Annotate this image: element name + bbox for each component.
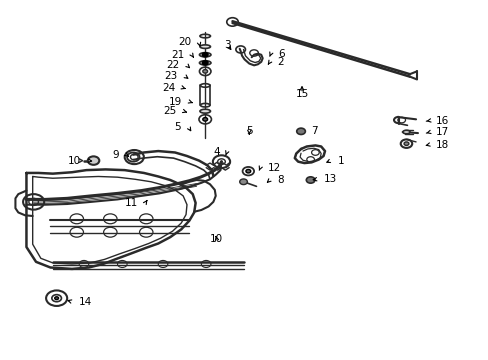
Circle shape <box>203 69 207 73</box>
Circle shape <box>305 177 314 183</box>
Text: 20: 20 <box>178 37 191 48</box>
Circle shape <box>239 179 247 185</box>
Text: 19: 19 <box>169 97 182 107</box>
Text: 3: 3 <box>224 40 230 50</box>
Text: 25: 25 <box>163 106 176 116</box>
Ellipse shape <box>199 53 210 57</box>
Text: 6: 6 <box>278 49 284 59</box>
Text: 10: 10 <box>210 234 223 244</box>
Circle shape <box>296 128 305 135</box>
Text: 12: 12 <box>267 163 280 173</box>
Text: 5: 5 <box>245 126 252 136</box>
Text: 4: 4 <box>212 148 219 157</box>
Circle shape <box>88 156 99 165</box>
Text: 23: 23 <box>164 71 177 81</box>
Circle shape <box>202 61 208 65</box>
Ellipse shape <box>200 45 210 48</box>
Ellipse shape <box>199 61 210 65</box>
Text: 10: 10 <box>67 156 81 166</box>
Text: 1: 1 <box>337 156 344 166</box>
Text: 7: 7 <box>311 126 318 136</box>
Circle shape <box>203 118 207 121</box>
Text: 15: 15 <box>295 89 308 99</box>
Text: 8: 8 <box>277 175 283 185</box>
Text: 21: 21 <box>171 50 184 60</box>
Text: 14: 14 <box>79 297 92 307</box>
Circle shape <box>55 297 59 300</box>
Text: 17: 17 <box>435 127 448 138</box>
Text: 22: 22 <box>166 60 180 70</box>
Circle shape <box>202 53 208 57</box>
Circle shape <box>245 170 250 173</box>
Text: 2: 2 <box>277 57 283 67</box>
Text: 24: 24 <box>162 82 175 93</box>
Text: 9: 9 <box>112 150 119 159</box>
Text: 13: 13 <box>323 174 336 184</box>
Text: 16: 16 <box>435 116 448 126</box>
Ellipse shape <box>200 109 210 113</box>
Text: 18: 18 <box>435 140 448 150</box>
Ellipse shape <box>402 130 409 134</box>
Circle shape <box>403 142 408 145</box>
Text: 5: 5 <box>174 122 181 132</box>
Text: 11: 11 <box>124 198 138 208</box>
